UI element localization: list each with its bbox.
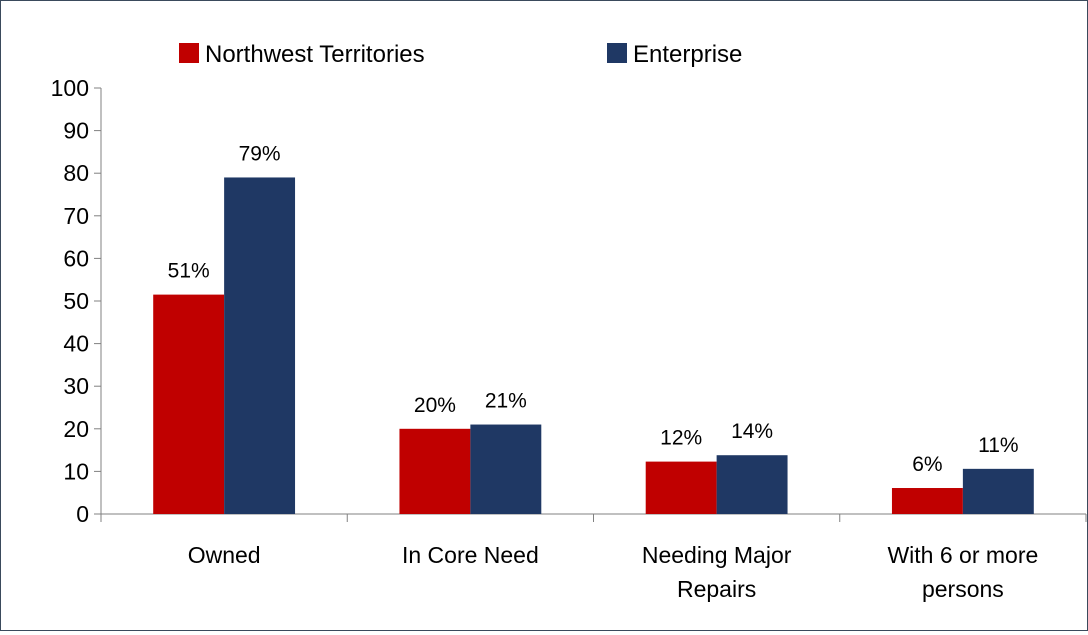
category-label-needing-major-repairs: Needing Major	[642, 542, 792, 568]
category-label-needing-major-repairs: Repairs	[677, 576, 756, 602]
y-tick-label: 100	[51, 75, 89, 101]
bar-northwest-territories-needing-major-repairs	[645, 461, 717, 514]
y-tick-label: 30	[63, 373, 89, 399]
bar-northwest-territories-in-core-need	[399, 428, 471, 514]
y-tick-label: 90	[63, 118, 89, 144]
y-tick-label: 40	[63, 331, 89, 357]
chart-legend: Northwest Territories Enterprise	[179, 41, 742, 68]
legend-label-enterprise: Enterprise	[633, 41, 742, 68]
y-tick-label: 0	[76, 501, 89, 527]
bar-series-group	[153, 177, 1034, 514]
legend-swatch-northwest-territories	[179, 43, 199, 63]
data-label-enterprise-with-6-or-more-persons: 11%	[978, 434, 1018, 457]
y-tick-label: 60	[63, 245, 89, 271]
category-label-owned: Owned	[188, 542, 261, 568]
bar-enterprise-in-core-need	[470, 424, 542, 514]
data-label-northwest-territories-in-core-need: 20%	[414, 394, 456, 417]
y-tick-label: 70	[63, 203, 89, 229]
x-axis: Owned In Core Need Needing Major Repairs Wit…	[100, 513, 1087, 602]
y-tick-label: 80	[63, 160, 89, 186]
data-label-group: 51% 20% 12% 6% 79% 21% 14% 11%	[168, 142, 1019, 476]
bar-enterprise-needing-major-repairs	[716, 455, 788, 514]
y-tick-label: 20	[63, 416, 89, 442]
category-label-with-6-or-more-persons: With 6 or more	[887, 542, 1038, 568]
data-label-enterprise-in-core-need: 21%	[485, 390, 527, 413]
y-tick-label: 50	[63, 288, 89, 314]
y-tick-label: 10	[63, 458, 89, 484]
data-label-northwest-territories-owned: 51%	[168, 260, 210, 283]
data-label-northwest-territories-needing-major-repairs: 12%	[660, 427, 702, 450]
bar-northwest-territories-owned	[153, 294, 225, 514]
data-label-enterprise-owned: 79%	[239, 142, 281, 165]
legend-label-northwest-territories: Northwest Territories	[205, 41, 425, 68]
category-label-in-core-need: In Core Need	[402, 542, 539, 568]
bar-enterprise-owned	[224, 177, 296, 514]
data-label-enterprise-needing-major-repairs: 14%	[731, 420, 773, 443]
bar-northwest-territories-with-6-or-more-persons	[891, 488, 963, 514]
bar-enterprise-with-6-or-more-persons	[962, 468, 1034, 514]
legend-swatch-enterprise	[607, 43, 627, 63]
y-axis: 0 10 20 30 40 50 60 70 80 90 100	[51, 75, 102, 527]
data-label-northwest-territories-with-6-or-more-persons: 6%	[912, 453, 942, 476]
category-label-with-6-or-more-persons: persons	[922, 576, 1004, 602]
